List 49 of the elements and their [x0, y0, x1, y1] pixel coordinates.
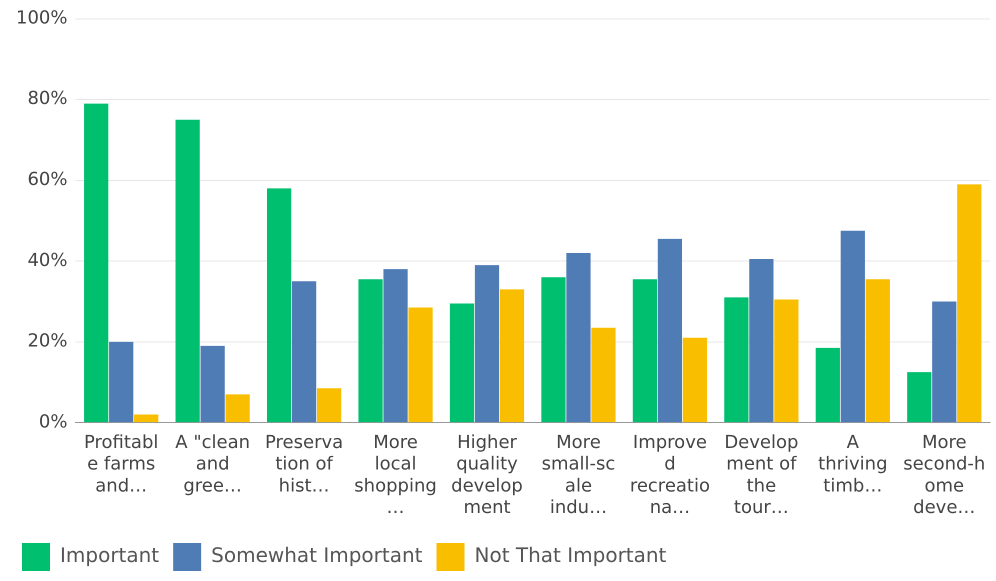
bar [358, 279, 383, 422]
bar [84, 104, 108, 422]
bar [316, 388, 342, 422]
x-tick-label: More second-home deve… [903, 432, 986, 518]
legend-label: Somewhat Important [211, 543, 423, 568]
bar [383, 269, 408, 422]
bar [816, 348, 840, 422]
bar [682, 338, 708, 422]
x-tick-label: Preservation of hist… [265, 432, 344, 496]
x-tick-label: A thriving timb… [818, 432, 888, 496]
bar [749, 259, 774, 422]
y-tick-label: 60% [27, 168, 68, 190]
bar [658, 238, 682, 422]
x-tick-label: A "clean and gree… [175, 432, 250, 496]
x-tick-label: Development of the tour… [724, 432, 798, 518]
bar [866, 279, 890, 422]
bar [109, 342, 134, 422]
y-tick-label: 40% [27, 250, 68, 271]
legend-label: Important [60, 543, 160, 568]
bar [500, 289, 524, 422]
bar [840, 230, 865, 422]
bar [134, 414, 158, 422]
x-tick-label: Higher quality development [451, 432, 523, 518]
x-tick-label: More local shopping… [354, 432, 437, 518]
bar [566, 253, 591, 422]
bar [474, 265, 500, 422]
bar [408, 308, 433, 422]
bar [907, 372, 932, 422]
bar [632, 279, 658, 422]
bar [176, 120, 200, 422]
bar [226, 394, 250, 422]
bar [932, 301, 956, 422]
x-tick-label: More small-scale indu… [542, 432, 616, 518]
y-tick-label: 100% [16, 7, 68, 28]
bar [591, 328, 616, 422]
y-tick-label: 80% [27, 88, 68, 110]
legend-label: Not That Important [474, 543, 667, 568]
bar [200, 346, 225, 422]
y-tick-label: 0% [38, 411, 68, 432]
x-tick-label: Profitable farms and… [84, 432, 158, 496]
bar [541, 277, 566, 422]
x-tick-label: Improved recreationa… [630, 432, 710, 518]
bar [957, 184, 982, 422]
bar [450, 303, 474, 422]
bar [724, 297, 748, 422]
y-tick-label: 20% [27, 330, 68, 352]
bar [266, 188, 292, 422]
bar [774, 299, 798, 422]
bar [292, 281, 316, 422]
